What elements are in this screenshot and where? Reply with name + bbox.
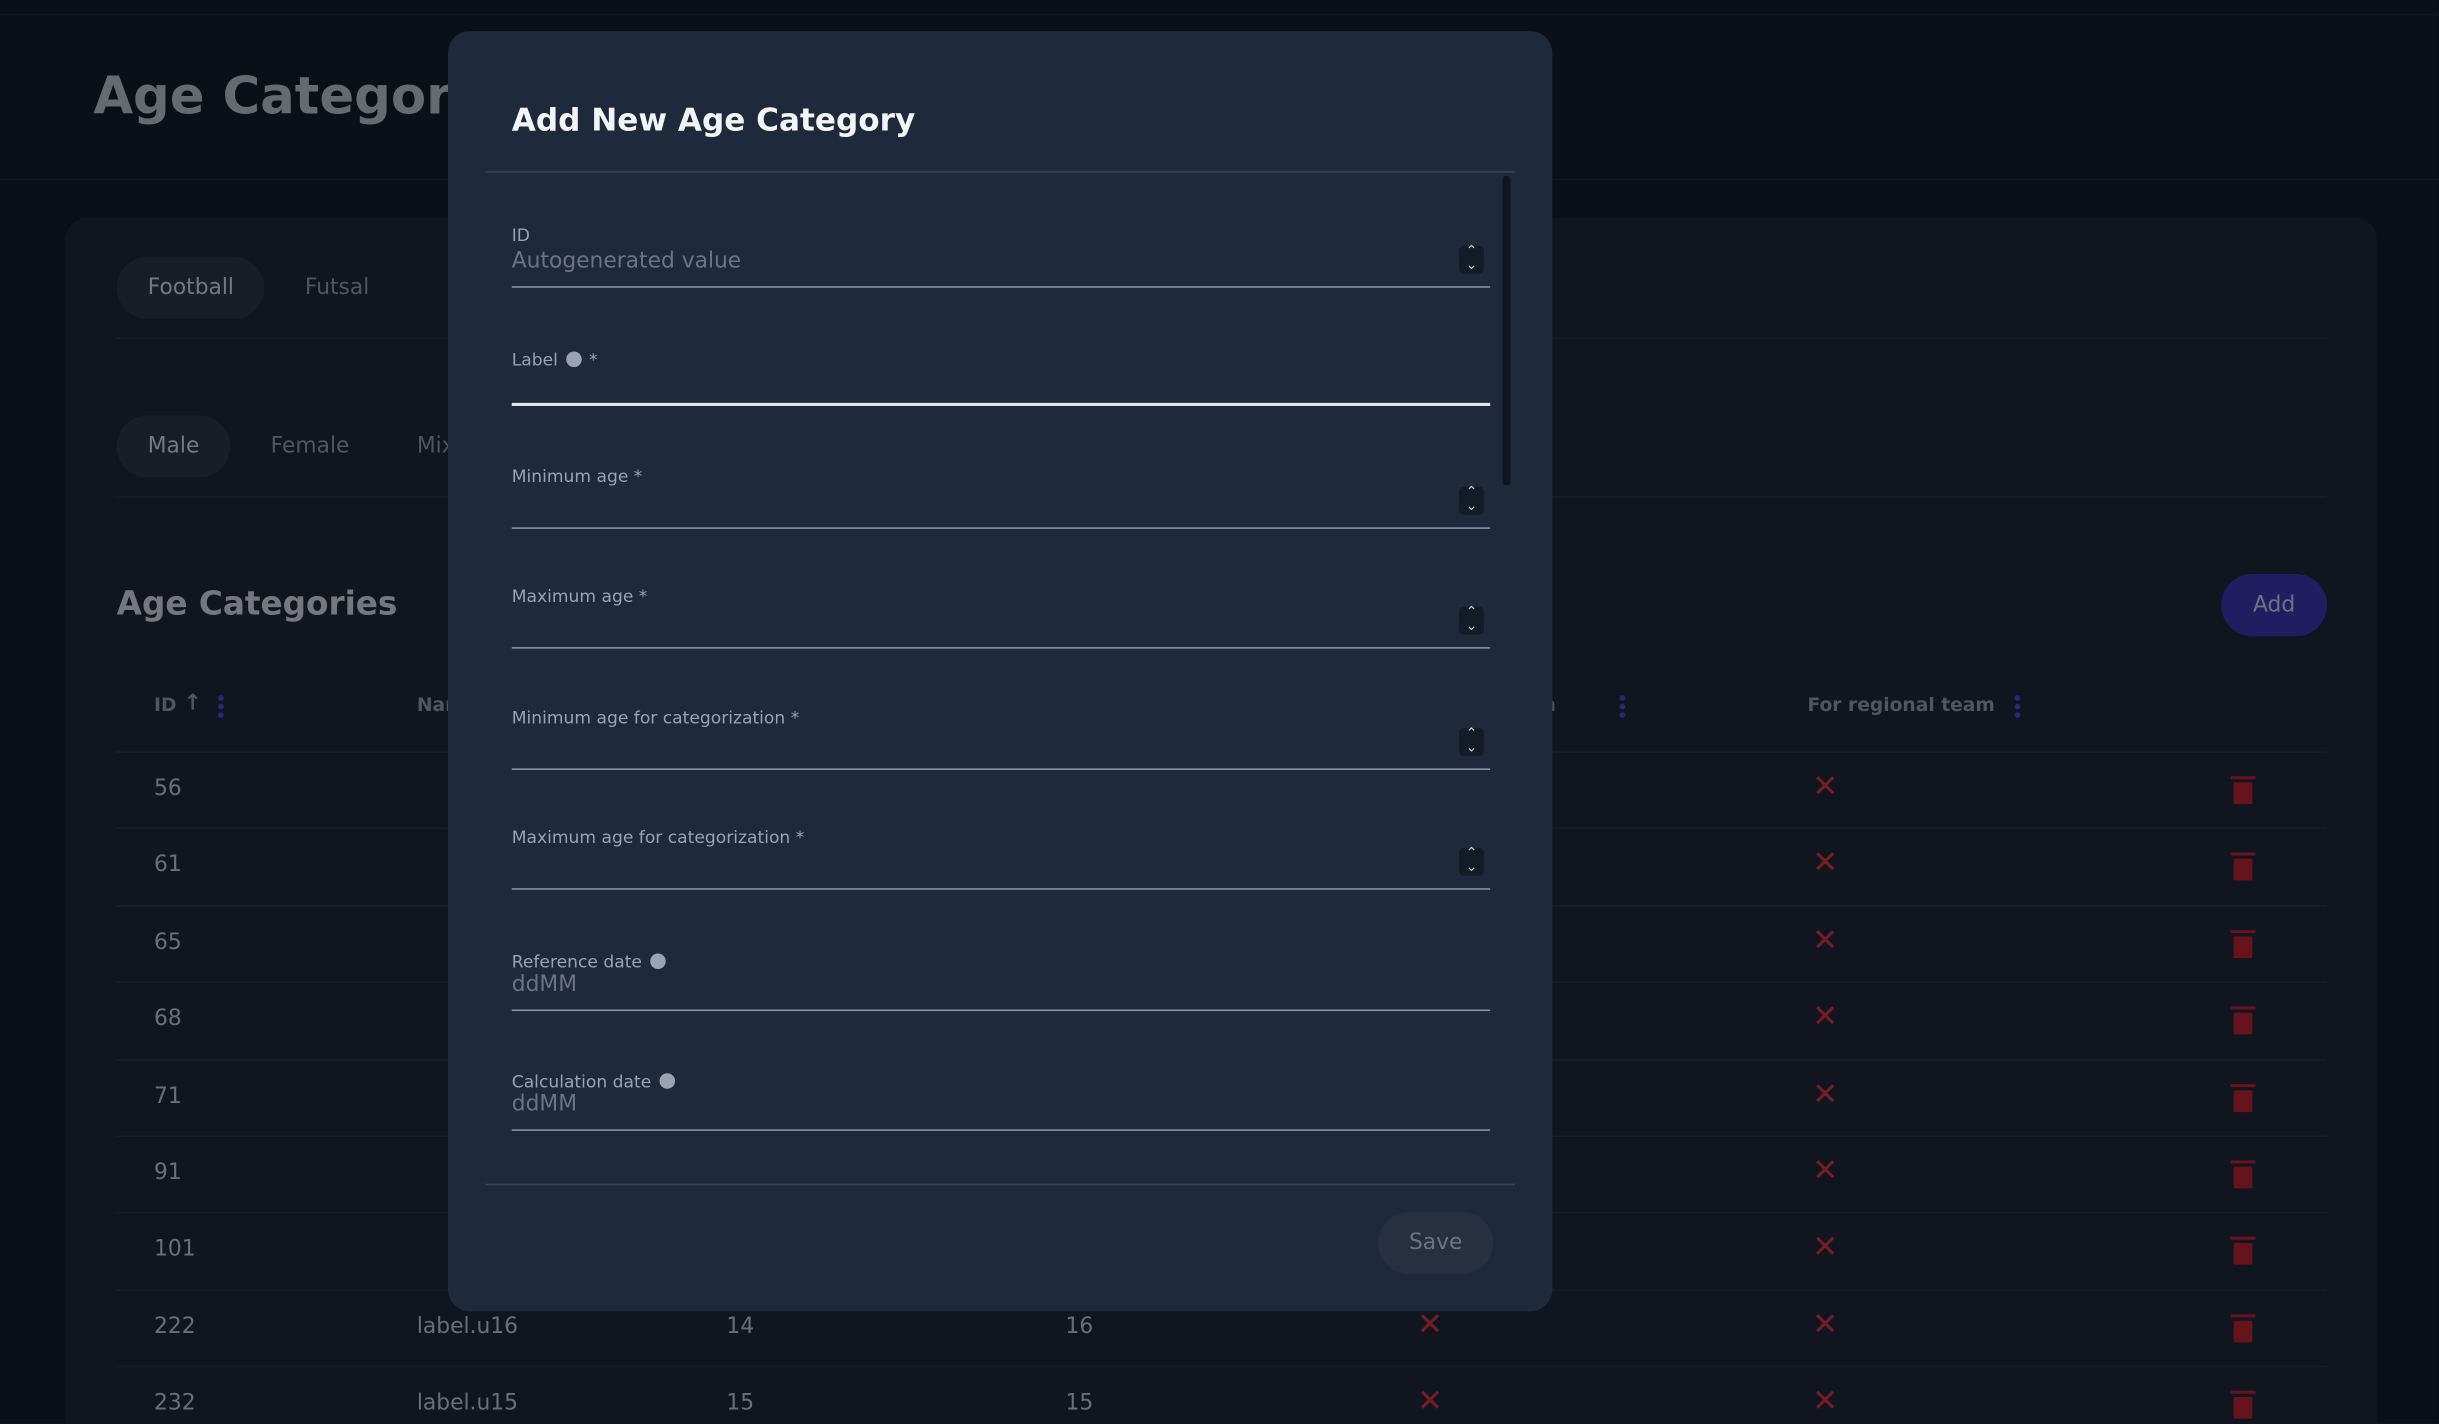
modal: Add New Age Category ID Autogenerated val… bbox=[447, 31, 1553, 1312]
label-text: Label bbox=[511, 349, 558, 371]
label-text: Calculation date bbox=[511, 1071, 652, 1092]
placeholder: Autogenerated value bbox=[511, 248, 742, 274]
placeholder: ddMM bbox=[511, 1091, 577, 1117]
spinner[interactable]: ⌃ ⌄ bbox=[1459, 486, 1484, 515]
input-line[interactable] bbox=[511, 527, 1491, 529]
required-mark: * bbox=[589, 349, 598, 371]
divider bbox=[485, 1183, 1516, 1186]
divider bbox=[485, 171, 1516, 173]
input-line[interactable] bbox=[511, 1009, 1491, 1012]
field-label: Maximum age * bbox=[512, 586, 648, 606]
field-label: ID bbox=[512, 226, 530, 246]
field-label: Reference date bbox=[512, 952, 666, 972]
modal-title: Add New Age Category bbox=[511, 101, 916, 139]
field-label: Label * bbox=[512, 350, 598, 370]
label-text: Maximum age for categorization * bbox=[511, 827, 805, 848]
help-icon[interactable] bbox=[565, 351, 582, 368]
label-text: Reference date bbox=[511, 951, 642, 973]
input-line[interactable] bbox=[511, 286, 1491, 288]
spinner[interactable]: ⌃ ⌄ bbox=[1459, 847, 1484, 876]
scrollbar bbox=[1502, 175, 1511, 486]
input-line[interactable] bbox=[511, 888, 1491, 890]
label-text: ID bbox=[511, 225, 530, 246]
placeholder: ddMM bbox=[511, 972, 577, 998]
help-icon[interactable] bbox=[659, 1073, 675, 1089]
save-button[interactable]: Save bbox=[1378, 1211, 1494, 1274]
field-label: Maximum age for categorization * bbox=[512, 828, 805, 848]
spinner[interactable]: ⌃ ⌄ bbox=[1459, 727, 1484, 756]
input-line[interactable] bbox=[511, 647, 1491, 649]
field-label: Minimum age * bbox=[512, 467, 643, 487]
input-line[interactable] bbox=[511, 402, 1491, 406]
spinner[interactable]: ⌃ ⌄ bbox=[1459, 245, 1484, 274]
label-text: Maximum age * bbox=[511, 586, 648, 607]
input-line[interactable] bbox=[511, 768, 1491, 770]
label-text: Minimum age * bbox=[511, 466, 643, 487]
field-label: Calculation date bbox=[512, 1072, 675, 1092]
help-icon[interactable] bbox=[649, 953, 666, 970]
spinner[interactable]: ⌃ ⌄ bbox=[1459, 606, 1484, 635]
input-line[interactable] bbox=[511, 1129, 1491, 1131]
label-text: Minimum age for categorization * bbox=[511, 707, 800, 728]
field-label: Minimum age for categorization * bbox=[512, 708, 799, 728]
